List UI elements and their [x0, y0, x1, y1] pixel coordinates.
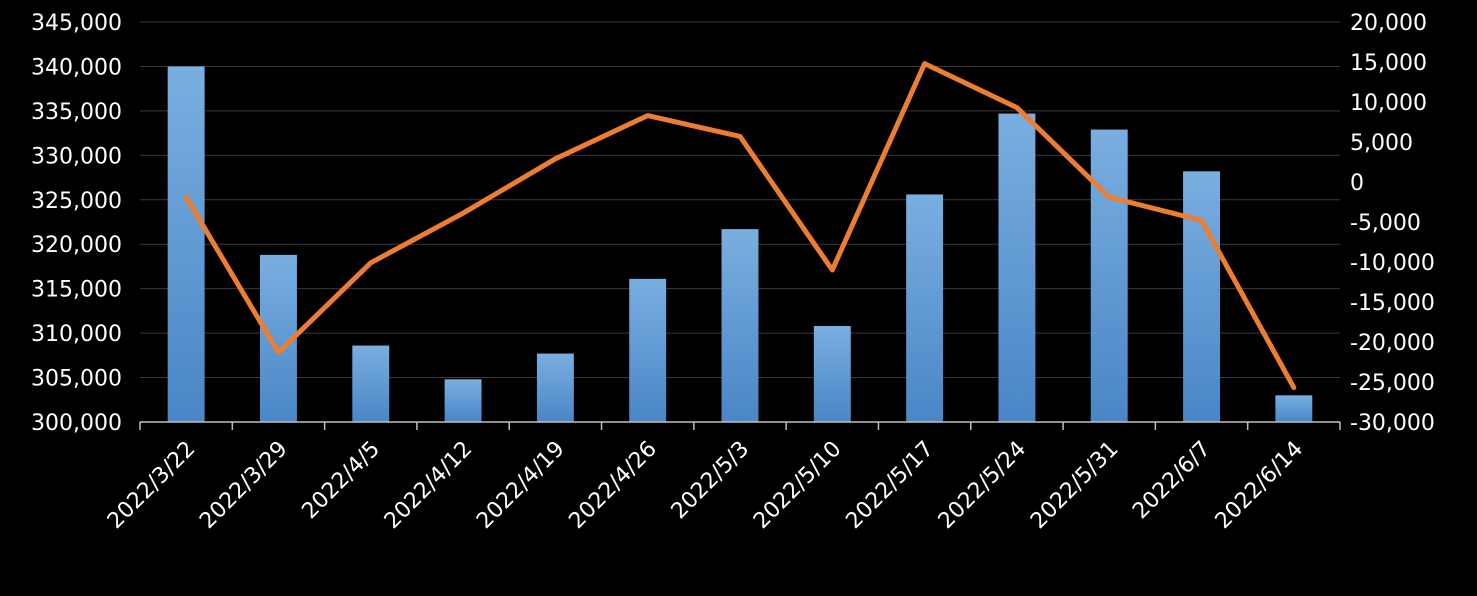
y-left-tick-label: 340,000 — [31, 55, 122, 80]
bar — [813, 326, 851, 422]
y-right-tick-label: -5,000 — [1350, 211, 1421, 236]
x-tick-label: 2022/5/17 — [841, 437, 938, 534]
x-tick-label: 2022/4/5 — [297, 437, 385, 525]
bar — [167, 66, 205, 422]
bar — [1275, 395, 1313, 422]
line-point — [646, 114, 650, 118]
y-right-tick-label: 5,000 — [1350, 131, 1413, 156]
y-left-tick-label: 335,000 — [31, 100, 122, 125]
x-tick-label: 2022/5/24 — [934, 437, 1031, 534]
line-point — [923, 62, 927, 66]
x-tick-label: 2022/6/7 — [1128, 437, 1216, 525]
y-right-tick-label: 20,000 — [1350, 11, 1427, 36]
line-point — [184, 195, 188, 199]
line-point — [1015, 106, 1019, 110]
line-point — [1200, 218, 1204, 222]
bar — [536, 353, 574, 422]
bar-series — [167, 66, 1313, 423]
bar — [352, 345, 390, 422]
x-tick-label: 2022/5/10 — [749, 437, 846, 534]
y-left-tick-label: 345,000 — [31, 11, 122, 36]
line-point — [461, 211, 465, 215]
x-tick-label: 2022/4/12 — [380, 437, 477, 534]
x-tick-label: 2022/4/26 — [564, 437, 661, 534]
gridlines — [140, 21, 1340, 379]
x-tick-label: 2022/5/31 — [1026, 437, 1123, 534]
x-tick-label: 2022/4/19 — [472, 437, 569, 534]
y-left-tick-label: 300,000 — [31, 411, 122, 436]
bar — [906, 194, 944, 422]
line-series — [183, 61, 1297, 391]
bar — [721, 229, 759, 422]
line-point — [1107, 195, 1111, 199]
y-right-tick-label: 0 — [1350, 171, 1364, 196]
x-tick-label: 2022/5/3 — [667, 437, 755, 525]
bar — [444, 379, 482, 422]
y-left-tick-label: 310,000 — [31, 322, 122, 347]
line-point — [553, 157, 557, 161]
y-left-tick-label: 325,000 — [31, 189, 122, 214]
y-right-tick-label: -30,000 — [1350, 411, 1435, 436]
y-left-tick-label: 330,000 — [31, 144, 122, 169]
line-point — [369, 261, 373, 265]
y-left-tick-label: 320,000 — [31, 233, 122, 258]
x-tick-label: 2022/3/22 — [103, 437, 200, 534]
line-point — [276, 350, 280, 354]
y-right-tick-label: -15,000 — [1350, 291, 1435, 316]
y-right-tick-label: 10,000 — [1350, 91, 1427, 116]
y-right-tick-label: 15,000 — [1350, 51, 1427, 76]
y-left-tick-label: 315,000 — [31, 278, 122, 303]
y-right-tick-label: -20,000 — [1350, 331, 1435, 356]
bar — [1090, 129, 1128, 423]
x-tick-label: 2022/6/14 — [1211, 437, 1308, 534]
line-point — [830, 268, 834, 272]
y-right-tick-label: -10,000 — [1350, 251, 1435, 276]
y-left-tick-label: 305,000 — [31, 367, 122, 392]
x-tick-label: 2022/3/29 — [195, 437, 292, 534]
bar — [1183, 171, 1220, 422]
line-point — [738, 134, 742, 138]
line-point — [1292, 386, 1296, 390]
y-right-tick-label: -25,000 — [1350, 371, 1435, 396]
bar — [998, 113, 1036, 423]
bar — [629, 278, 667, 422]
